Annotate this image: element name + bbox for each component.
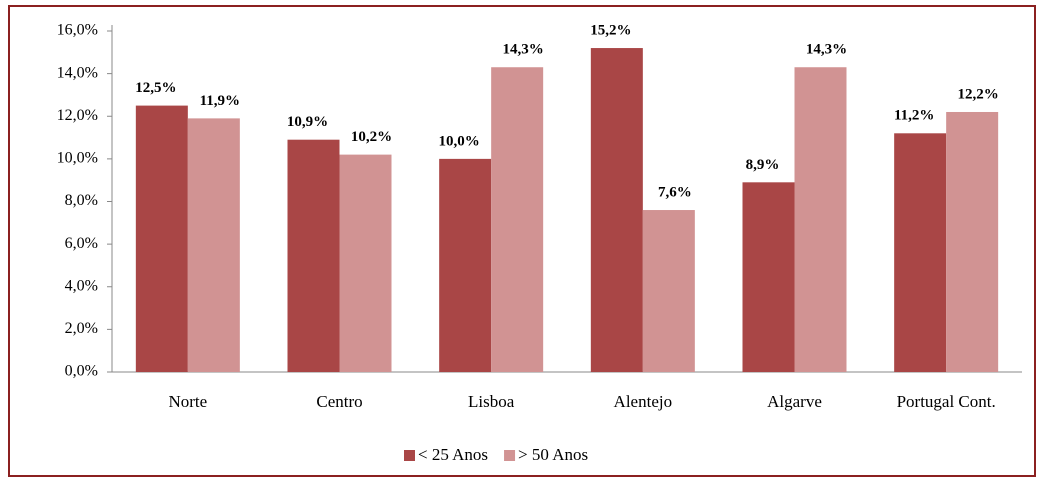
value-label: 10,2% [351, 129, 392, 145]
x-tick-label: Lisboa [468, 392, 515, 411]
bar [287, 139, 340, 372]
y-tick-label: 4,0% [65, 277, 98, 294]
value-label: 12,5% [135, 80, 176, 96]
value-label: 11,9% [200, 93, 240, 109]
bar [642, 210, 695, 372]
x-tick-label: Portugal Cont. [897, 392, 996, 411]
y-tick-label: 6,0% [65, 235, 98, 252]
value-label: 11,2% [894, 108, 934, 124]
y-tick-label: 10,0% [57, 150, 98, 167]
bar [590, 48, 643, 373]
value-label: 15,2% [590, 22, 631, 38]
legend-swatch [404, 450, 415, 461]
y-tick-label: 2,0% [65, 320, 98, 337]
frame [8, 5, 1036, 477]
bar [946, 111, 999, 373]
value-label: 12,2% [958, 86, 999, 102]
bar [794, 67, 847, 372]
value-label: 8,9% [746, 157, 780, 173]
y-tick-label: 14,0% [57, 64, 98, 81]
value-label: 14,3% [503, 42, 544, 58]
value-label: 10,9% [287, 114, 328, 130]
bar [742, 182, 795, 372]
y-tick-label: 0,0% [65, 363, 98, 380]
bar [894, 133, 947, 372]
legend-label: < 25 Anos [418, 445, 488, 464]
bar [135, 105, 188, 372]
y-tick-label: 12,0% [57, 107, 98, 124]
y-tick-label: 16,0% [57, 22, 98, 39]
x-tick-label: Alentejo [614, 392, 673, 411]
bar [187, 118, 240, 372]
x-tick-label: Norte [168, 392, 207, 411]
value-label: 14,3% [806, 42, 847, 58]
legend-swatch [504, 450, 516, 461]
bar [491, 67, 544, 372]
value-label: 10,0% [439, 133, 480, 149]
y-tick-label: 8,0% [65, 192, 98, 209]
x-tick-label: Centro [316, 392, 362, 411]
x-tick-label: Algarve [767, 392, 822, 411]
bar [339, 154, 392, 372]
bar [439, 158, 492, 372]
value-label: 7,6% [658, 184, 692, 200]
legend-label: > 50 Anos [518, 445, 588, 464]
